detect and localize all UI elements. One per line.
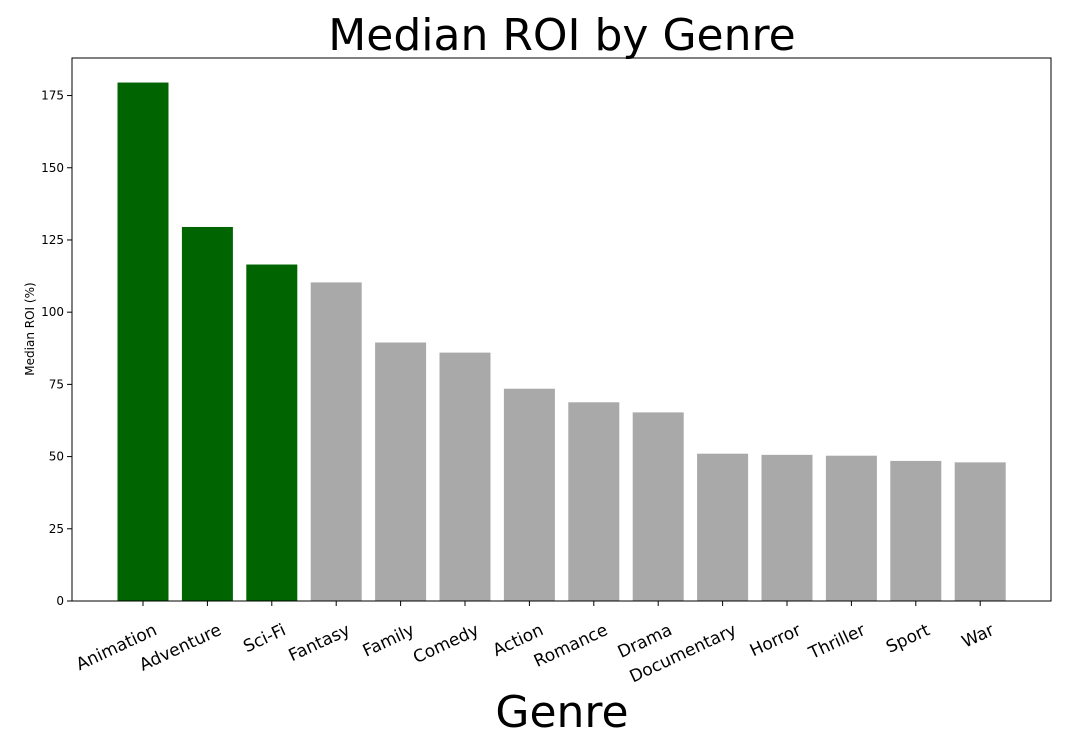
x-tick-label: Thriller: [805, 620, 869, 664]
chart-title: Median ROI by Genre: [328, 10, 795, 61]
x-tick-label: Horror: [747, 620, 804, 661]
y-tick-label: 125: [41, 233, 64, 247]
y-tick-label: 50: [49, 450, 64, 464]
y-axis-ticks: 0 25 50 75 100 125 150 175: [41, 89, 72, 608]
bar-documentary: [697, 453, 749, 601]
bar-family: [375, 342, 427, 601]
x-tick-label: War: [959, 620, 997, 652]
x-tick-label: Comedy: [410, 620, 482, 668]
bar-drama: [632, 412, 684, 601]
bar-comedy: [439, 352, 491, 601]
x-tick-label: Sci-Fi: [240, 620, 289, 657]
bar-war: [954, 462, 1006, 601]
bar-sport: [890, 460, 942, 601]
bar-thriller: [825, 455, 877, 601]
bar-sci-fi: [246, 264, 298, 601]
y-axis-label: Median ROI (%): [23, 282, 37, 375]
bar-romance: [568, 402, 620, 601]
y-tick-label: 0: [56, 594, 64, 608]
x-tick-label: Family: [360, 620, 418, 661]
x-tick-label: Romance: [531, 620, 611, 672]
x-tick-label: Fantasy: [286, 620, 354, 666]
y-tick-label: 175: [41, 89, 64, 103]
plot-frame: [71, 57, 1052, 602]
x-axis-label: Genre: [495, 687, 628, 738]
bar-adventure: [181, 226, 233, 601]
bar-action: [503, 388, 555, 601]
bar-animation: [117, 82, 169, 601]
bars-group: [117, 82, 1006, 601]
x-tick-label: Sport: [883, 620, 933, 658]
y-tick-label: 100: [41, 305, 64, 319]
y-tick-label: 25: [49, 522, 64, 536]
y-tick-label: 75: [49, 377, 64, 391]
bar-horror: [761, 454, 813, 601]
bar-fantasy: [310, 282, 362, 601]
y-tick-label: 150: [41, 161, 64, 175]
